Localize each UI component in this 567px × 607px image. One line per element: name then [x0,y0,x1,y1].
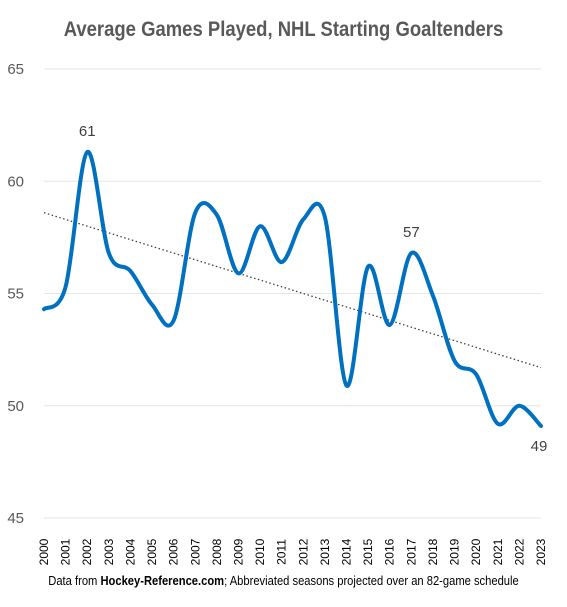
y-tick-label: 55 [7,286,24,303]
x-tick-label: 2006 [167,538,181,565]
y-tick-label: 65 [7,61,24,78]
source-name: Hockey-Reference.com [100,573,225,588]
data-label: 61 [79,123,96,140]
x-tick-label: 2012 [296,538,310,565]
series-layer [42,150,543,428]
source-prefix: Data from [48,573,101,588]
x-tick-label: 2014 [340,538,354,565]
trendline-layer [43,212,542,369]
x-tick-label: 2020 [469,538,483,565]
x-tick-label: 2019 [448,538,462,565]
annotation-layer: 61 57 49 [79,123,547,455]
series-line [42,150,543,428]
y-tick-label: 45 [7,510,24,527]
data-label: 57 [403,224,420,241]
x-tick-label: 2008 [210,538,224,565]
x-axis-ticks: 2000 2001 2002 2003 2004 2005 2006 2007 2008 2009… [37,538,548,565]
source-note: Data from Hockey-Reference.com; Abbrevia… [40,573,528,588]
y-axis-ticks: 45 50 55 60 65 [7,61,24,527]
x-tick-label: 2021 [491,538,505,565]
data-label: 49 [531,438,548,455]
x-tick-label: 2017 [404,538,418,565]
x-tick-label: 2009 [231,538,245,565]
trendline [43,212,542,369]
x-tick-label: 2011 [275,539,289,565]
x-tick-label: 2018 [426,538,440,565]
x-tick-label: 2000 [37,538,51,565]
x-tick-label: 2023 [534,538,548,565]
x-tick-label: 2015 [361,538,375,565]
y-tick-label: 50 [7,398,24,415]
grid-layer [44,68,541,519]
x-tick-label: 2003 [102,538,116,565]
x-tick-label: 2013 [318,538,332,565]
source-suffix: ; Abbreviated seasons projected over an … [224,573,519,588]
y-tick-label: 60 [7,173,24,190]
x-tick-label: 2001 [59,538,73,565]
x-tick-label: 2004 [123,538,137,565]
x-tick-label: 2022 [512,538,526,565]
x-tick-label: 2016 [383,538,397,565]
chart-title: Average Games Played, NHL Starting Goalt… [63,18,504,41]
x-tick-label: 2010 [253,538,267,565]
x-tick-label: 2002 [80,538,94,565]
x-tick-label: 2007 [188,538,202,565]
x-tick-label: 2005 [145,538,159,565]
